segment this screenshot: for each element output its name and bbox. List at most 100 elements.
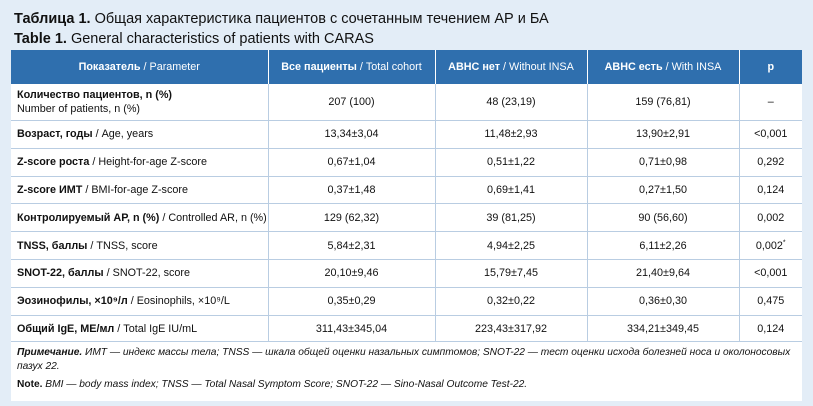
note-en: Note. BMI — body mass index; TNSS — Tota…: [17, 378, 796, 392]
parameter-label: Количество пациентов, n (%) Number of pat…: [17, 88, 262, 116]
parameter-en: / Age, years: [92, 128, 154, 141]
without-insa-cell: 39 (81,25): [434, 203, 587, 232]
parameter-en: / Total IgE IU/mL: [114, 322, 198, 335]
parameter-line: Контролируемый АР, n (%) / Controlled AR…: [17, 211, 267, 225]
p-value: 0,124: [757, 322, 785, 335]
total-cohort-cell: 207 (100): [267, 84, 435, 121]
parameter-cell: Общий IgE, МЕ/мл / Total IgE IU/mL: [11, 314, 268, 343]
note-en-text: BMI — body mass index; TNSS — Total Nasa…: [42, 379, 528, 390]
header-cell-en: / With INSA: [662, 61, 722, 73]
total-cohort-cell: 0,67±1,04: [267, 147, 435, 177]
total-cohort-cell: 129 (62,32): [267, 203, 435, 232]
parameter-line: TNSS, баллы / TNSS, score: [17, 239, 262, 253]
parameter-en: / Height-for-age Z-score: [89, 156, 207, 169]
with-insa-cell: 6,11±2,26: [586, 231, 739, 260]
total-cohort-cell: 0,37±1,48: [267, 175, 435, 204]
parameter-label: SNOT-22, баллы / SNOT-22, score: [17, 266, 262, 280]
with-insa-cell: 0,36±0,30: [586, 286, 739, 316]
parameter-line: SNOT-22, баллы / SNOT-22, score: [17, 266, 262, 280]
parameter-cell: Контролируемый АР, n (%) / Controlled AR…: [11, 203, 268, 232]
parameter-cell: Z-score роста / Height-for-age Z-score: [11, 147, 268, 177]
parameter-label: Эозинофилы, ×10⁹/л / Eosinophils, ×10⁹/L: [17, 294, 262, 308]
table-row: Возраст, годы / Age, years 13,34±3,04 11,4…: [11, 120, 802, 149]
p-value: 0,475: [757, 295, 785, 308]
parameter-label: Контролируемый АР, n (%) / Controlled AR…: [17, 211, 267, 225]
note-en-label: Note.: [17, 379, 43, 390]
parameter-cell: TNSS, баллы / TNSS, score: [11, 231, 268, 260]
parameter-label: Z-score ИМТ / BMI-for-age Z-score: [17, 183, 262, 197]
table-row: Количество пациентов, n (%) Number of pat…: [11, 84, 802, 121]
parameter-line: Z-score роста / Height-for-age Z-score: [17, 155, 262, 169]
p-value-cell: 0,475: [738, 286, 802, 316]
note-ru-label: Примечание.: [17, 347, 83, 358]
total-cohort-cell: 0,35±0,29: [267, 286, 435, 316]
header-cell-ru: p: [767, 61, 775, 73]
table-row: Общий IgE, МЕ/мл / Total IgE IU/mL 311,43…: [11, 314, 802, 343]
total-cohort-cell: 311,43±345,04: [267, 314, 435, 343]
p-value-cell: <0,001: [738, 258, 802, 288]
parameter-line: Возраст, годы / Age, years: [17, 127, 262, 141]
parameter-ru: Возраст, годы: [17, 128, 93, 141]
total-cohort-cell: 5,84±2,31: [267, 231, 435, 260]
header-cell-ru: АВНС нет: [448, 61, 501, 73]
note-ru-text: ИМТ — индекс массы тела; TNSS — шкала об…: [17, 347, 791, 372]
p-value-cell: 0,292: [738, 147, 802, 177]
header-cell: АВНС нет / Without INSA: [434, 50, 587, 84]
p-value-cell: 0,124: [738, 314, 802, 343]
parameter-ru: Общий IgE, МЕ/мл: [17, 322, 115, 335]
without-insa-cell: 48 (23,19): [434, 84, 587, 121]
p-value: <0,001: [754, 128, 788, 141]
caption-en-text: General characteristics of patients with…: [70, 31, 374, 47]
with-insa-cell: 90 (56,60): [586, 203, 739, 232]
table-row: Эозинофилы, ×10⁹/л / Eosinophils, ×10⁹/L…: [11, 286, 802, 316]
parameter-en: / Eosinophils, ×10⁹/L: [127, 295, 230, 308]
parameter-ru: Эозинофилы, ×10⁹/л: [17, 295, 128, 308]
data-table: Показатель / Parameter Все пациенты / Tot…: [11, 50, 802, 343]
without-insa-cell: 0,51±1,22: [434, 147, 587, 177]
table-header-row: Показатель / Parameter Все пациенты / Tot…: [11, 50, 802, 84]
parameter-en-line: Number of patients, n (%): [17, 103, 141, 115]
parameter-line: Эозинофилы, ×10⁹/л / Eosinophils, ×10⁹/L: [17, 294, 262, 308]
parameter-label: TNSS, баллы / TNSS, score: [17, 239, 262, 253]
p-value: –: [767, 96, 774, 108]
p-value-cell: <0,001: [738, 120, 802, 149]
parameter-line: Количество пациентов, n (%): [17, 88, 262, 102]
with-insa-cell: 159 (76,81): [586, 84, 739, 121]
table-row: TNSS, баллы / TNSS, score 5,84±2,31 4,94±2…: [11, 231, 802, 260]
parameter-ru: Z-score роста: [17, 156, 90, 169]
with-insa-cell: 21,40±9,64: [586, 258, 739, 288]
table-row: Z-score роста / Height-for-age Z-score 0,…: [11, 147, 802, 177]
table-row: Контролируемый АР, n (%) / Controlled AR…: [11, 203, 802, 232]
p-value-cell: 0,002*: [738, 231, 802, 260]
parameter-ru: Контролируемый АР, n (%): [17, 211, 160, 224]
with-insa-cell: 0,27±1,50: [586, 175, 739, 204]
parameter-en: / Controlled AR, n (%): [159, 211, 267, 224]
without-insa-cell: 0,69±1,41: [434, 175, 587, 204]
parameter-ru: Z-score ИМТ: [17, 183, 83, 196]
parameter-en: / BMI-for-age Z-score: [82, 183, 188, 196]
without-insa-cell: 0,32±0,22: [434, 286, 587, 316]
parameter-cell: SNOT-22, баллы / SNOT-22, score: [11, 258, 268, 288]
caption-en: Table 1. General characteristics of pati…: [14, 29, 549, 49]
p-value-cell: 0,124: [738, 175, 802, 204]
note-ru: Примечание. ИМТ — индекс массы тела; TNS…: [17, 346, 796, 374]
header-cell: АВНС есть / With INSA: [586, 50, 739, 84]
header-cell: Все пациенты / Total cohort: [267, 50, 435, 84]
p-value-cell: 0,002: [738, 203, 802, 232]
with-insa-cell: 0,71±0,98: [586, 147, 739, 177]
header-cell-en: / Without INSA: [500, 61, 574, 73]
header-cell-ru: АВНС есть: [604, 61, 663, 73]
total-cohort-cell: 20,10±9,46: [267, 258, 435, 288]
table-body: Количество пациентов, n (%) Number of pat…: [11, 84, 802, 343]
without-insa-cell: 4,94±2,25: [434, 231, 587, 260]
parameter-ru: SNOT-22, баллы: [17, 267, 104, 280]
header-cell: p: [738, 50, 802, 84]
parameter-cell: Z-score ИМТ / BMI-for-age Z-score: [11, 175, 268, 204]
header-cell-ru: Все пациенты: [281, 61, 357, 73]
p-value-cell: –: [738, 84, 802, 121]
parameter-label: Общий IgE, МЕ/мл / Total IgE IU/mL: [17, 322, 262, 336]
parameter-label: Z-score роста / Height-for-age Z-score: [17, 155, 262, 169]
caption-en-label: Table 1.: [14, 31, 67, 47]
without-insa-cell: 11,48±2,93: [434, 120, 587, 149]
